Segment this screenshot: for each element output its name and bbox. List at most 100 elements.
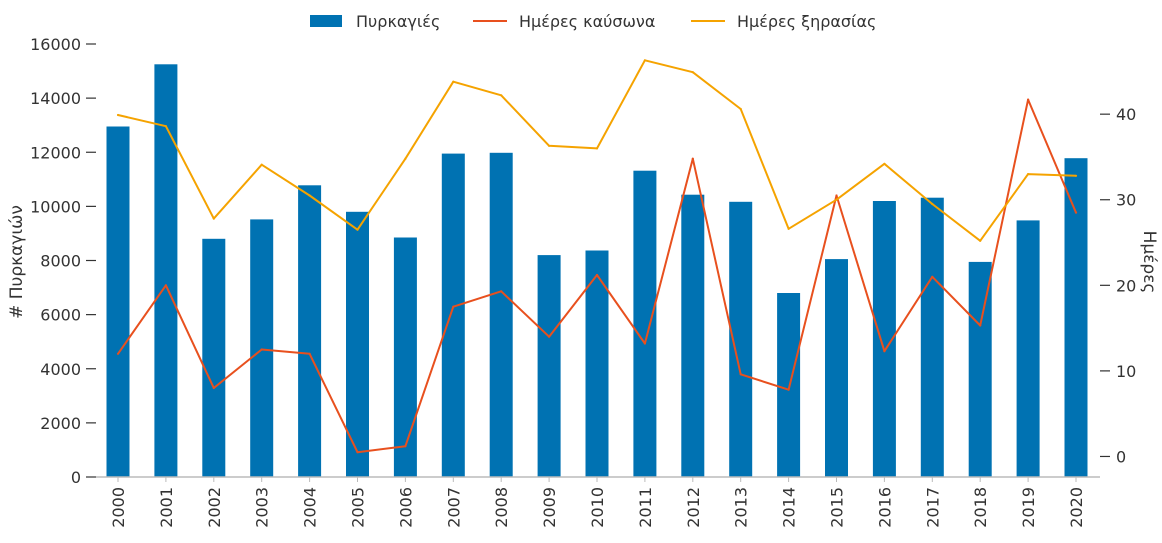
left-tick-label: 4000 [40, 360, 81, 379]
x-tick-label-2006: 2006 [396, 487, 415, 528]
right-tick-label: 10 [1116, 362, 1136, 381]
line-series-group [116, 59, 1078, 454]
left-tick-label: 2000 [40, 414, 81, 433]
line-point-1-2015 [835, 194, 838, 197]
bar-2010 [585, 250, 609, 477]
line-point-1-2019 [1027, 98, 1030, 101]
left-tick-label: 16000 [30, 35, 81, 54]
x-tick-label-2000: 2000 [109, 487, 128, 528]
bar-2011 [633, 170, 657, 477]
bar-2003 [250, 219, 274, 477]
bar-2002 [202, 238, 226, 477]
x-tick-label-2005: 2005 [349, 487, 368, 528]
x-tick-label-2001: 2001 [157, 487, 176, 528]
line-point-1-2010 [595, 273, 599, 277]
line-point-2-2010 [595, 147, 599, 150]
right-y-axis: 0 10 20 30 40 [1100, 105, 1136, 466]
bar-2018 [968, 261, 992, 477]
x-tick-label-2014: 2014 [780, 487, 799, 528]
legend-swatch-1 [310, 15, 342, 27]
right-tick-label: 30 [1116, 191, 1136, 210]
line-point-2-2017 [931, 202, 934, 206]
line-point-1-2000 [116, 352, 120, 355]
bar-2009 [537, 255, 561, 477]
left-tick-label: 14000 [30, 89, 81, 108]
legend: Πυρκαγιές Ημέρες καύσωνα Ημέρες ξηρασίας [310, 12, 876, 31]
x-tick-label-2018: 2018 [971, 487, 990, 528]
x-tick-label-2011: 2011 [636, 487, 655, 528]
line-point-1-2001 [164, 284, 167, 287]
line-point-2-2006 [404, 157, 407, 160]
bar-2016 [872, 201, 896, 477]
line-point-2-2015 [835, 198, 838, 201]
x-tick-label-2013: 2013 [732, 487, 751, 528]
left-tick-label: 8000 [40, 252, 81, 271]
line-point-1-2011 [643, 342, 647, 345]
bar-2008 [489, 152, 513, 478]
right-tick-label: 40 [1116, 105, 1136, 124]
bar-2019 [1016, 220, 1040, 477]
bar-2020 [1064, 158, 1088, 477]
x-tick-label-2002: 2002 [205, 487, 224, 528]
line-point-2-2000 [116, 113, 120, 117]
line-point-1-2006 [404, 445, 407, 448]
bar-2014 [777, 293, 801, 477]
x-tick-label-2016: 2016 [875, 487, 894, 528]
line-point-1-2004 [308, 352, 311, 355]
line-point-2-2011 [643, 59, 647, 62]
x-axis: 2000 2001 2002 2003 2004 2005 2006 2007 2008 2009… [96, 476, 1100, 528]
bar-2012 [681, 194, 705, 477]
right-tick-label: 0 [1116, 447, 1126, 466]
left-y-axis: 0 2000 4000 6000 8000 10000 12000 14000 16000 [30, 35, 96, 487]
bar-2017 [920, 197, 944, 477]
line-point-1-2008 [500, 290, 503, 293]
x-tick-label-2004: 2004 [301, 487, 320, 528]
line-point-2-2019 [1027, 173, 1030, 176]
x-tick-label-2020: 2020 [1067, 487, 1086, 528]
line-point-1-2003 [260, 348, 263, 351]
line-point-2-2014 [787, 227, 790, 230]
left-tick-label: 0 [71, 468, 81, 487]
legend-label-3: Ημέρες ξηρασίας [737, 12, 876, 31]
line-point-1-2018 [979, 324, 982, 327]
bar-2001 [154, 64, 178, 478]
bar-2007 [441, 153, 465, 477]
line-point-2-2007 [452, 80, 455, 83]
line-point-1-2005 [356, 451, 359, 454]
x-tick-label-2019: 2019 [1019, 487, 1038, 528]
bar-2005 [346, 211, 369, 478]
line-point-1-2016 [883, 350, 886, 353]
line-point-2-2009 [548, 144, 551, 147]
x-tick-label-2008: 2008 [492, 487, 511, 528]
x-tick-label-2007: 2007 [444, 487, 463, 528]
line-point-1-2007 [452, 305, 455, 308]
line-point-2-2016 [883, 162, 886, 165]
right-tick-label: 20 [1116, 276, 1136, 295]
line-point-1-2012 [691, 157, 694, 160]
bar-2004 [298, 185, 322, 478]
line-point-1-2017 [931, 275, 934, 278]
bar-series-fires [106, 64, 1088, 478]
line-point-2-2013 [739, 107, 742, 111]
line-point-1-2002 [212, 386, 215, 390]
line-point-1-2020 [1074, 211, 1078, 214]
line-point-1-2013 [739, 373, 742, 376]
x-tick-label-2010: 2010 [588, 487, 607, 528]
bar-2000 [106, 126, 130, 477]
legend-label-2: Ημέρες καύσωνα [519, 12, 655, 31]
x-tick-label-2009: 2009 [540, 487, 559, 528]
bar-2015 [825, 259, 848, 477]
line-point-1-2014 [787, 388, 790, 391]
line-point-2-2003 [260, 163, 263, 166]
line-point-2-2020 [1074, 174, 1078, 177]
y-axis-label-left: # Πυρκαγιών [7, 205, 27, 319]
bar-2013 [729, 201, 753, 478]
line-point-2-2002 [212, 217, 215, 220]
line-point-2-2001 [164, 125, 167, 128]
line-point-2-2004 [308, 194, 311, 197]
x-tick-label-2003: 2003 [253, 487, 272, 528]
left-tick-label: 10000 [30, 197, 81, 216]
line-point-2-2008 [500, 94, 503, 97]
